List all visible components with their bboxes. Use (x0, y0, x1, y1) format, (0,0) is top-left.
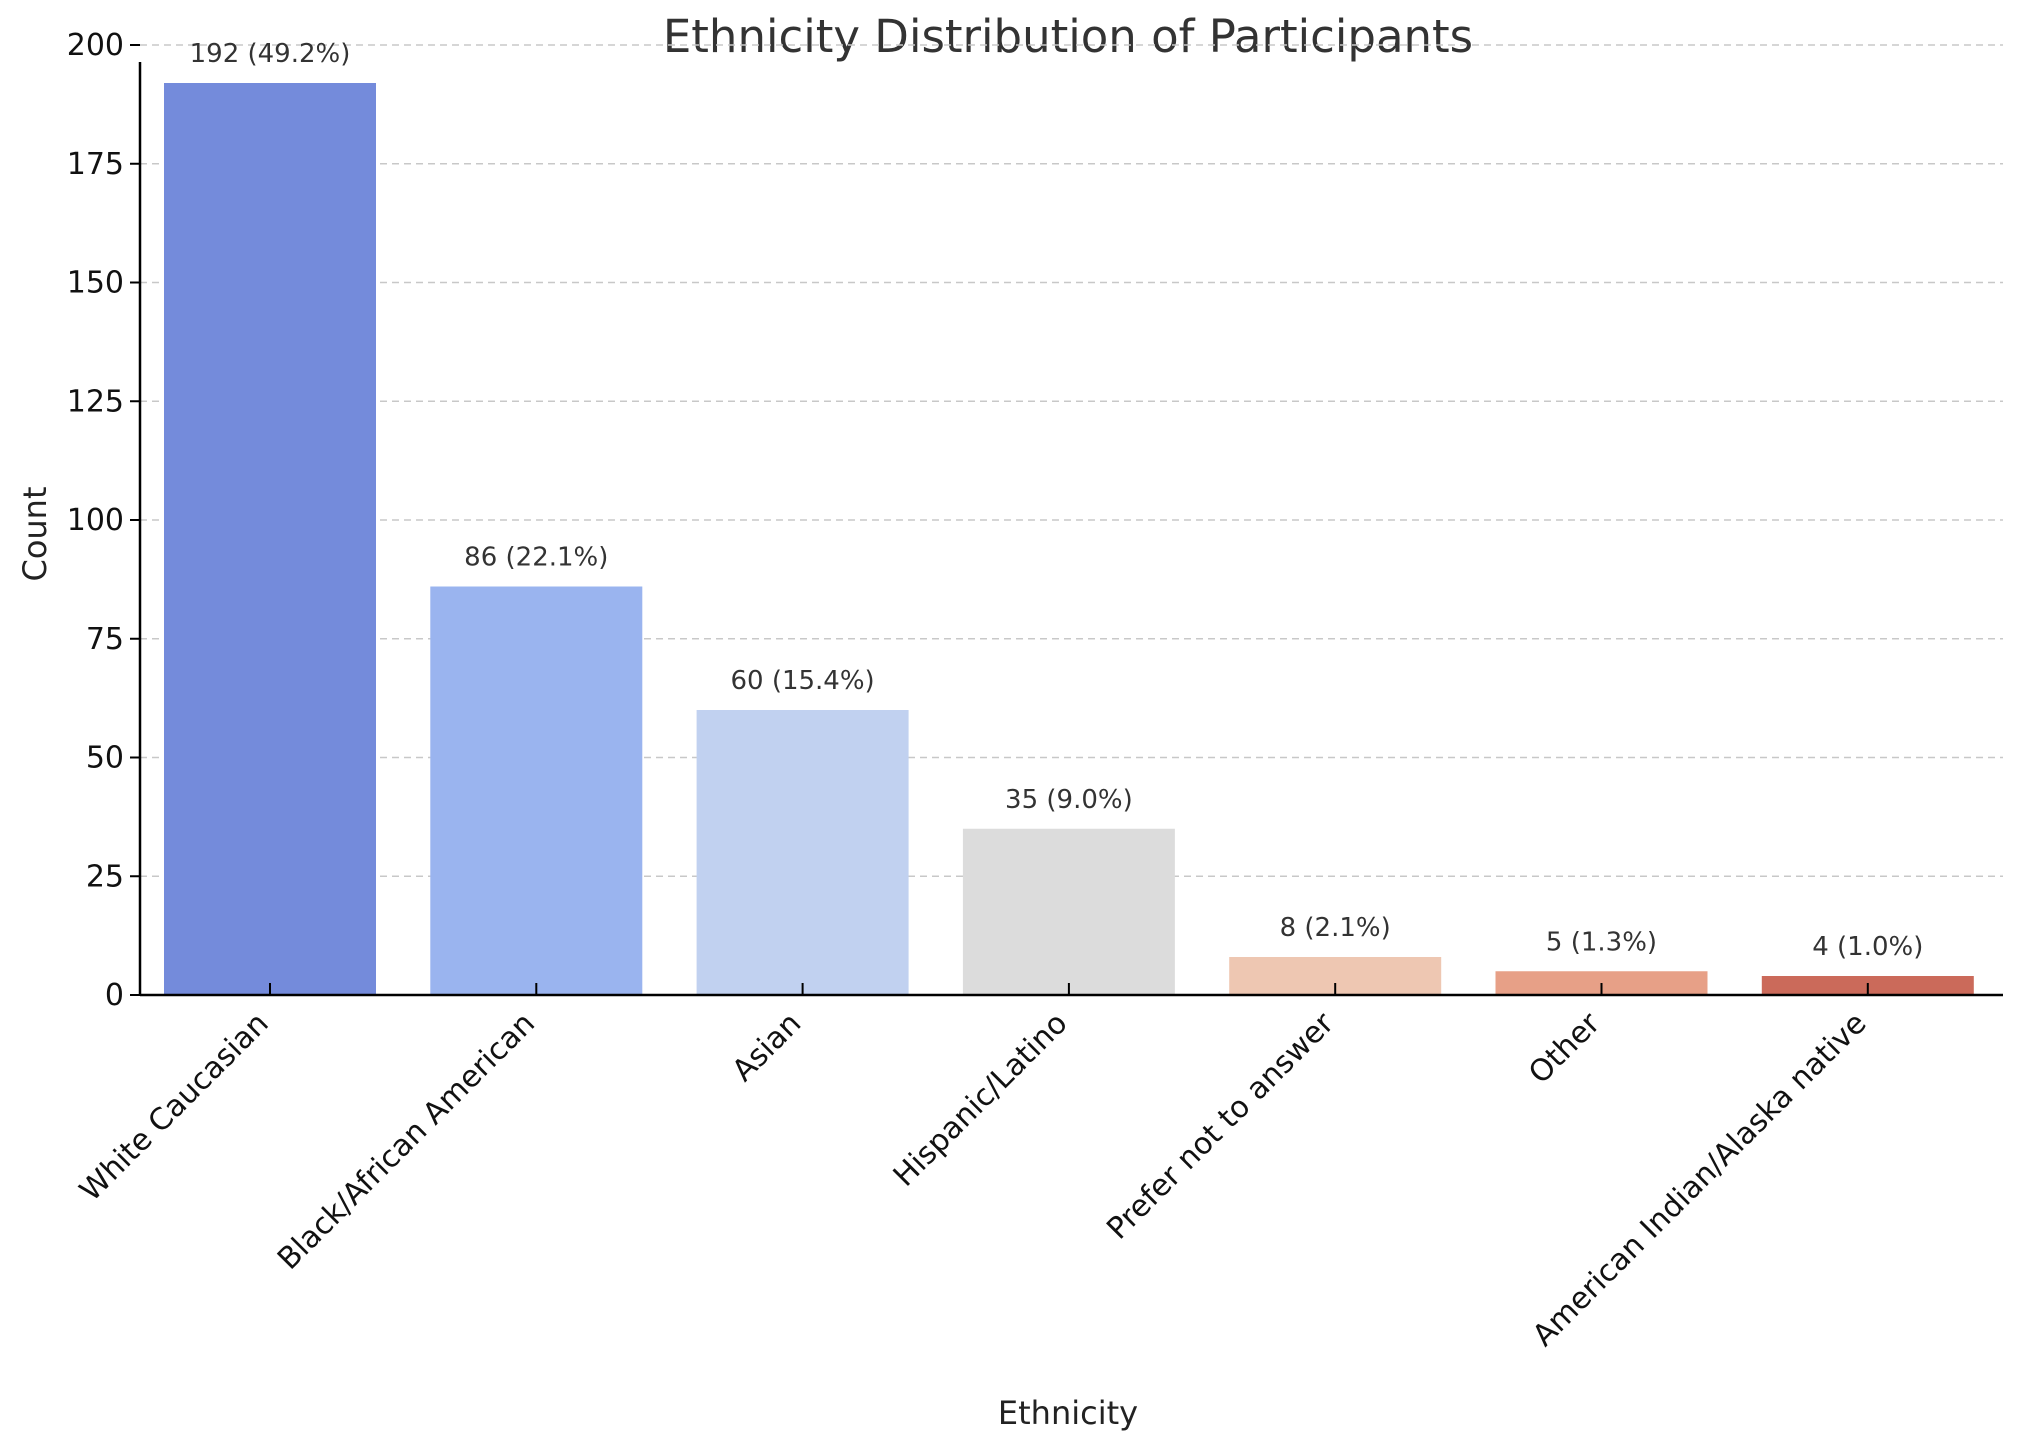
chart-title: Ethnicity Distribution of Participants (663, 10, 1473, 63)
y-tick-label-50: 50 (86, 741, 124, 776)
x-tick-label-2: Black/African American (271, 1006, 542, 1277)
x-tick-label-5: Prefer not to answer (1100, 1005, 1341, 1246)
bar-1 (164, 83, 376, 995)
data-label-1: 192 (49.2%) (190, 39, 351, 69)
x-tick-label-3: Asian (726, 1006, 809, 1089)
data-label-2: 86 (22.1%) (464, 543, 608, 573)
y-tick-label-75: 75 (86, 622, 124, 657)
y-tick-label-175: 175 (67, 147, 124, 182)
data-label-5: 8 (2.1%) (1280, 913, 1391, 943)
y-tick-label-100: 100 (67, 503, 124, 538)
data-label-6: 5 (1.3%) (1546, 927, 1657, 957)
bar-4 (962, 828, 1175, 995)
bar-2 (430, 586, 643, 995)
x-axis-label: Ethnicity (998, 1394, 1138, 1432)
y-tick-label-0: 0 (105, 978, 124, 1013)
data-label-7: 4 (1.0%) (1812, 932, 1923, 962)
x-tick-label-6: Other (1522, 1005, 1607, 1090)
x-tick-label-1: White Caucasian (73, 1006, 275, 1208)
y-tick-label-125: 125 (67, 384, 124, 419)
gridlines (140, 44, 2003, 877)
data-label-3: 60 (15.4%) (730, 666, 874, 696)
y-tick-label-150: 150 (67, 266, 124, 301)
data-label-4: 35 (9.0%) (1005, 785, 1133, 815)
y-tick-label-25: 25 (86, 859, 124, 894)
bars: 192 (49.2%) 86 (22.1%) 60 (15.4%) 35 (9.0%)… (164, 39, 1974, 995)
x-tick-label-4: Hispanic/Latino (887, 1006, 1075, 1194)
bar-3 (696, 710, 909, 995)
y-tick-label-200: 200 (67, 28, 124, 63)
y-axis-label: Count (16, 486, 54, 581)
